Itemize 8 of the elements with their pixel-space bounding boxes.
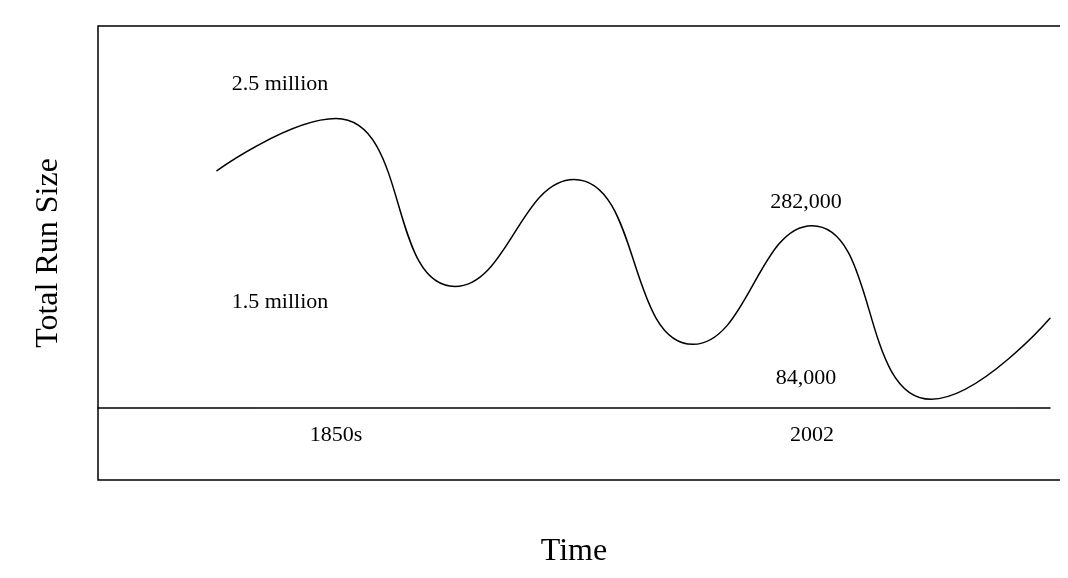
y-axis-title: Total Run Size	[28, 158, 64, 348]
x-axis-title: Time	[540, 531, 608, 567]
x-tick-label: 1850s	[309, 420, 363, 446]
annotation: 1.5 million	[231, 287, 329, 313]
x-tick-label: 2002	[790, 420, 834, 446]
text: 2.5 million	[231, 69, 329, 95]
annotation: 84,000	[775, 363, 837, 389]
annotation: 282,000	[770, 187, 842, 213]
